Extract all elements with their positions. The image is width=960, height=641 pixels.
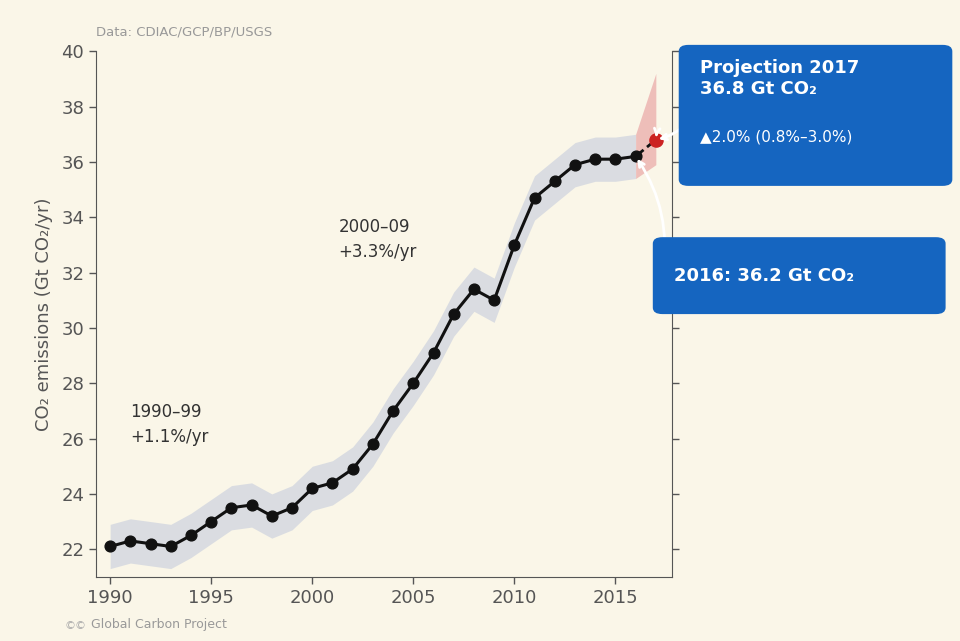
Text: 1990–99
+1.1%/yr: 1990–99 +1.1%/yr xyxy=(131,403,208,446)
Text: ©©: ©© xyxy=(64,621,86,631)
Point xyxy=(588,154,603,164)
Text: ▲2.0% (0.8%–3.0%): ▲2.0% (0.8%–3.0%) xyxy=(700,129,852,144)
Point xyxy=(365,439,380,449)
Text: 2016: 36.2 Gt CO₂: 2016: 36.2 Gt CO₂ xyxy=(674,267,854,285)
Point xyxy=(284,503,300,513)
Point xyxy=(103,542,118,552)
Point xyxy=(628,151,643,162)
Point xyxy=(385,406,400,416)
Point xyxy=(426,347,442,358)
Point xyxy=(244,500,259,510)
Text: 2000–09
+3.3%/yr: 2000–09 +3.3%/yr xyxy=(339,218,417,261)
Text: Data: CDIAC/GCP/BP/USGS: Data: CDIAC/GCP/BP/USGS xyxy=(96,25,273,38)
Point xyxy=(507,240,522,250)
Point xyxy=(446,309,462,319)
Point xyxy=(304,483,320,494)
Point xyxy=(567,160,583,170)
Point xyxy=(324,478,340,488)
Point xyxy=(345,464,360,474)
Point xyxy=(648,135,663,145)
Point xyxy=(163,542,179,552)
Point xyxy=(406,378,421,388)
Point xyxy=(183,530,199,540)
Point xyxy=(123,536,138,546)
Text: Global Carbon Project: Global Carbon Project xyxy=(91,619,228,631)
Text: Projection 2017
36.8 Gt CO₂: Projection 2017 36.8 Gt CO₂ xyxy=(700,59,859,98)
Point xyxy=(527,193,542,203)
Point xyxy=(467,284,482,294)
Point xyxy=(143,538,158,549)
Point xyxy=(264,511,279,521)
Point xyxy=(608,154,623,164)
Point xyxy=(547,176,563,187)
Point xyxy=(224,503,239,513)
Y-axis label: CO₂ emissions (Gt CO₂/yr): CO₂ emissions (Gt CO₂/yr) xyxy=(35,197,53,431)
Point xyxy=(204,517,219,527)
Point xyxy=(487,295,502,305)
